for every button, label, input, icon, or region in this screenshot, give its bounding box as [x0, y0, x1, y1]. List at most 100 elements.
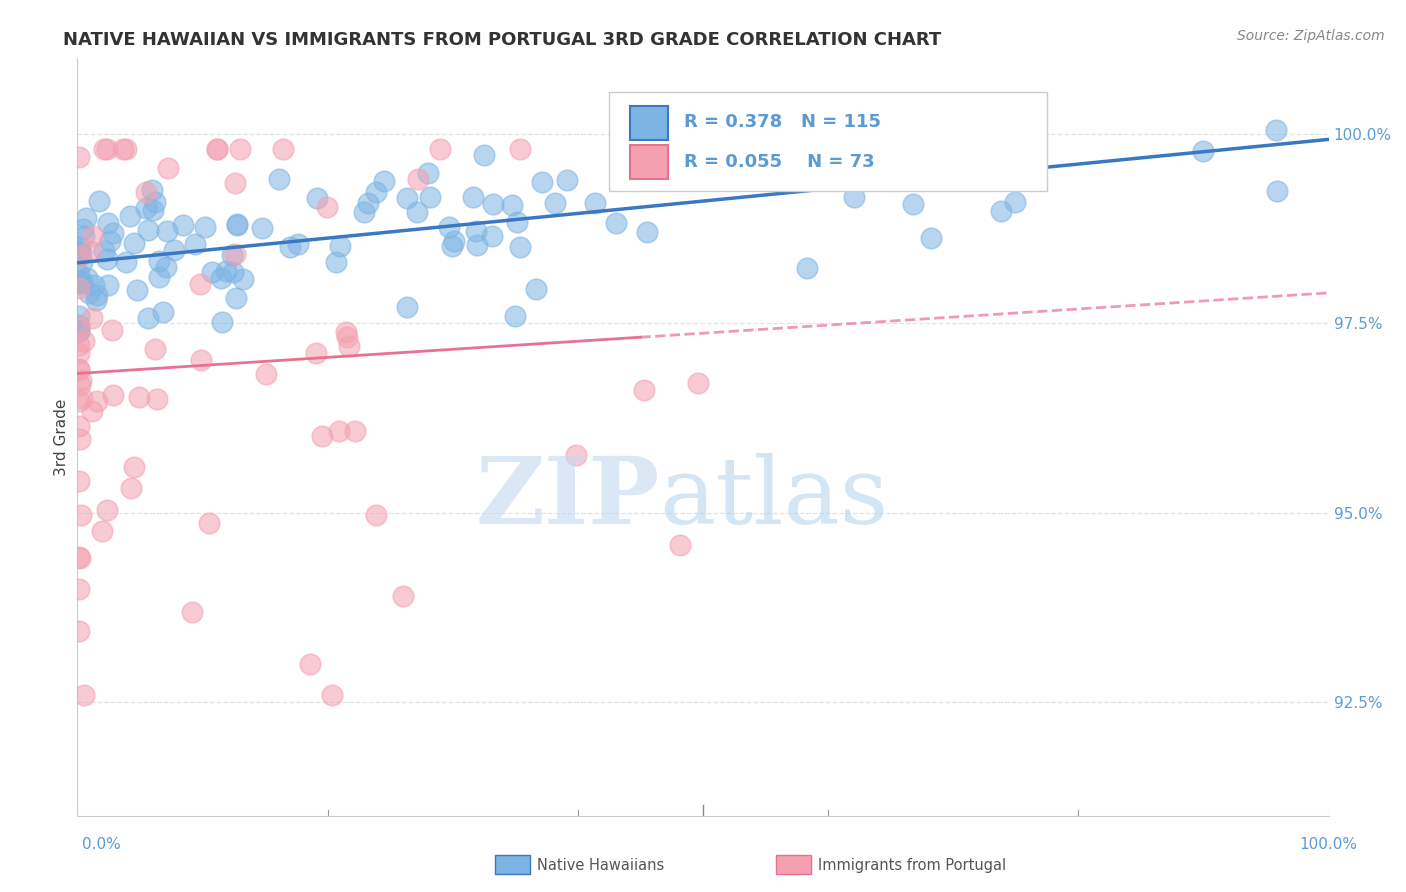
- Point: [461, 190, 484, 204]
- Point: [101, 227, 124, 241]
- Point: [67, 624, 90, 638]
- Point: [141, 183, 163, 197]
- Point: [82, 228, 104, 243]
- Point: [136, 310, 159, 325]
- Point: [135, 201, 157, 215]
- Point: [946, 156, 969, 170]
- Point: [80, 311, 103, 326]
- Point: [90, 524, 112, 538]
- Point: [72, 276, 94, 290]
- Point: [205, 142, 228, 156]
- Point: [190, 353, 212, 368]
- Point: [143, 342, 166, 356]
- Point: [364, 508, 387, 523]
- Point: [981, 169, 1004, 183]
- Point: [128, 390, 150, 404]
- Point: [269, 172, 291, 186]
- Point: [67, 324, 90, 338]
- Point: [101, 322, 124, 336]
- Point: [67, 249, 90, 263]
- Point: [329, 239, 352, 253]
- Point: [73, 229, 96, 244]
- Point: [405, 204, 427, 219]
- Point: [77, 285, 100, 300]
- Point: [80, 404, 103, 418]
- Point: [67, 393, 90, 408]
- Point: [145, 392, 167, 406]
- Point: [157, 161, 180, 175]
- Point: [76, 271, 98, 285]
- Point: [142, 203, 165, 218]
- Point: [796, 260, 818, 275]
- Point: [67, 324, 90, 338]
- Point: [531, 175, 554, 189]
- Point: [501, 198, 523, 212]
- Point: [339, 339, 361, 353]
- Point: [67, 318, 90, 332]
- Point: [524, 282, 547, 296]
- Point: [93, 142, 115, 156]
- Text: Source: ZipAtlas.com: Source: ZipAtlas.com: [1237, 29, 1385, 43]
- Point: [544, 195, 567, 210]
- Point: [343, 424, 366, 438]
- Point: [194, 219, 217, 234]
- Point: [67, 150, 90, 164]
- Point: [316, 200, 339, 214]
- Point: [70, 255, 93, 269]
- Point: [69, 378, 91, 392]
- Text: NATIVE HAWAIIAN VS IMMIGRANTS FROM PORTUGAL 3RD GRADE CORRELATION CHART: NATIVE HAWAIIAN VS IMMIGRANTS FROM PORTU…: [63, 31, 942, 49]
- Point: [429, 142, 451, 156]
- Point: [357, 195, 380, 210]
- Point: [67, 244, 90, 259]
- Text: Immigrants from Portugal: Immigrants from Portugal: [818, 858, 1007, 872]
- Point: [669, 539, 692, 553]
- Point: [198, 516, 221, 530]
- FancyBboxPatch shape: [630, 106, 668, 140]
- Point: [221, 248, 243, 262]
- Point: [67, 249, 90, 263]
- Point: [254, 367, 277, 381]
- Point: [69, 432, 91, 446]
- Point: [782, 128, 804, 142]
- FancyBboxPatch shape: [609, 92, 1047, 191]
- Point: [1267, 184, 1289, 198]
- Point: [395, 300, 418, 314]
- Point: [406, 171, 429, 186]
- Point: [79, 244, 101, 258]
- Point: [305, 346, 328, 360]
- Point: [280, 240, 302, 254]
- Point: [328, 424, 350, 438]
- Point: [418, 189, 440, 203]
- Point: [136, 223, 159, 237]
- Point: [585, 196, 607, 211]
- Point: [201, 265, 224, 279]
- Point: [1265, 122, 1288, 136]
- Point: [482, 196, 505, 211]
- Point: [83, 277, 105, 292]
- Point: [67, 582, 90, 596]
- Point: [163, 243, 186, 257]
- Point: [509, 142, 531, 156]
- Point: [671, 153, 693, 168]
- Point: [769, 175, 792, 189]
- Point: [335, 325, 357, 339]
- Point: [72, 222, 94, 236]
- Point: [271, 142, 294, 156]
- Point: [418, 166, 440, 180]
- Point: [67, 419, 90, 434]
- Point: [67, 281, 90, 295]
- Point: [1018, 149, 1040, 163]
- Point: [842, 190, 865, 204]
- Point: [67, 337, 90, 351]
- Point: [509, 240, 531, 254]
- Point: [67, 474, 90, 488]
- Point: [67, 276, 90, 290]
- Point: [69, 273, 91, 287]
- Point: [97, 216, 120, 230]
- Point: [862, 140, 884, 154]
- Point: [93, 244, 115, 258]
- Point: [325, 255, 347, 269]
- Point: [353, 205, 375, 219]
- Point: [392, 590, 415, 604]
- Point: [75, 211, 97, 225]
